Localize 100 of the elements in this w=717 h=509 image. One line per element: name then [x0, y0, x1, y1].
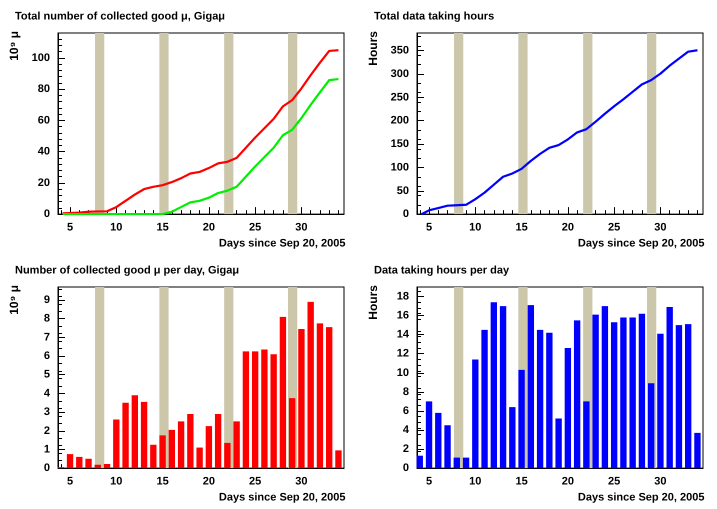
x-axis-title: Days since Sep 20, 2005: [218, 238, 346, 250]
y-tick-label: 16: [396, 310, 409, 322]
bar: [666, 307, 673, 468]
x-tick-label: 5: [66, 476, 74, 488]
x-tick-label: 30: [654, 222, 667, 234]
bar: [214, 414, 222, 468]
y-tick-label: 2: [402, 443, 409, 456]
bar: [252, 351, 258, 468]
bar: [168, 430, 176, 468]
x-tick-label: 10: [110, 476, 122, 488]
y-axis-title: 10⁹ μ: [7, 285, 21, 315]
y-tick-label: 8: [44, 312, 50, 325]
y-tick-label: 50: [396, 184, 409, 197]
bar: [509, 407, 516, 468]
bar: [426, 401, 432, 468]
bar: [66, 454, 74, 468]
x-tick-label: 25: [249, 476, 262, 488]
bar: [481, 330, 488, 468]
x-tick-label: 20: [562, 476, 574, 488]
y-tick-label: 1: [44, 443, 50, 456]
bar: [546, 332, 553, 468]
bar: [648, 383, 654, 468]
bar: [574, 320, 580, 468]
y-tick-label: 9: [44, 294, 50, 306]
chart-title: Data taking hours per day: [374, 264, 510, 276]
bar: [610, 322, 618, 468]
x-tick-label: 5: [426, 222, 432, 234]
bar: [196, 448, 203, 468]
bar: [638, 314, 646, 468]
bar: [564, 348, 572, 468]
bar: [676, 325, 682, 468]
chart-title: Total number of collected good μ, Gigaμ: [15, 10, 226, 22]
bar: [122, 402, 129, 468]
y-tick-label: 18: [396, 290, 409, 303]
y-tick-label: 20: [38, 176, 50, 189]
bar: [85, 458, 92, 468]
bar: [454, 458, 460, 468]
bar: [462, 458, 470, 468]
bar: [694, 432, 701, 468]
bar: [444, 425, 451, 468]
bar: [94, 464, 101, 468]
y-tick-label: 0: [402, 462, 409, 474]
y-tick-label: 40: [38, 146, 50, 158]
x-tick-label: 5: [66, 222, 74, 234]
bar: [242, 351, 250, 468]
y-tick-label: 4: [44, 387, 51, 400]
x-tick-label: 10: [469, 476, 482, 488]
x-tick-label: 5: [426, 476, 432, 488]
x-axis-title: Days since Sep 20, 2005: [218, 492, 346, 504]
y-axis-title: Hours: [366, 284, 380, 320]
y-tick-label: 0: [44, 208, 50, 220]
bar: [602, 306, 608, 468]
bar: [308, 302, 314, 468]
x-tick-label: 20: [202, 222, 215, 234]
bar: [335, 450, 342, 468]
bar: [150, 444, 157, 468]
bar: [187, 414, 194, 468]
x-tick-label: 30: [654, 476, 667, 488]
bar: [472, 359, 478, 468]
y-tick-label: 60: [38, 114, 50, 126]
bar: [178, 421, 184, 468]
bar: [629, 318, 636, 468]
bar: [685, 324, 692, 468]
y-tick-label: 4: [402, 424, 410, 436]
x-axis-title: Days since Sep 20, 2005: [578, 238, 705, 250]
bar: [536, 330, 544, 468]
bar: [224, 442, 231, 468]
line-series: [62, 78, 340, 216]
y-tick-label: 350: [390, 44, 409, 57]
x-tick-label: 25: [608, 476, 620, 488]
bar: [140, 402, 148, 468]
bar: [518, 370, 525, 468]
x-tick-label: 15: [515, 222, 528, 234]
x-tick-label: 15: [156, 476, 169, 488]
x-tick-label: 20: [562, 222, 574, 234]
bar: [435, 412, 442, 468]
y-tick-label: 200: [390, 114, 409, 127]
y-tick-label: 300: [390, 68, 409, 80]
bar: [555, 418, 562, 468]
chart-title: Number of collected good μ per day, Gigaμ: [15, 264, 240, 276]
x-tick-label: 30: [295, 222, 308, 234]
y-tick-label: 6: [44, 350, 50, 362]
x-tick-label: 10: [110, 222, 122, 234]
bar: [206, 426, 212, 468]
bar: [261, 350, 268, 468]
y-tick-label: 100: [32, 52, 50, 64]
y-axis-title: 10⁹ μ: [7, 31, 21, 61]
x-tick-label: 15: [515, 476, 528, 488]
y-tick-label: 80: [38, 83, 50, 96]
y-tick-label: 14: [396, 328, 410, 341]
y-axis-title: Hours: [366, 30, 380, 66]
bar: [416, 456, 423, 468]
x-tick-label: 25: [608, 222, 620, 234]
bar: [132, 395, 138, 468]
y-tick-label: 0: [402, 208, 409, 220]
y-tick-label: 8: [402, 386, 409, 398]
bar: [500, 306, 506, 468]
y-tick-label: 250: [390, 91, 409, 104]
y-tick-label: 0: [44, 462, 50, 474]
y-tick-label: 150: [390, 138, 409, 150]
